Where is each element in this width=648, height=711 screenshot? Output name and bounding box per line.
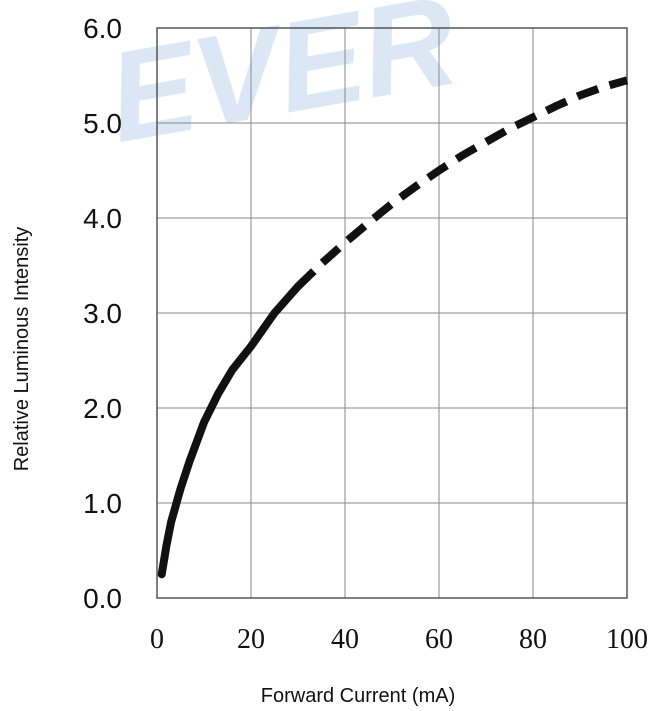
y-axis-label: Relative Luminous Intensity — [11, 227, 33, 472]
y-tick-label: 4.0 — [83, 203, 122, 234]
watermark-logo: EVER — [98, 0, 466, 170]
x-tick-label: 20 — [237, 624, 265, 655]
y-tick-label: 0.0 — [83, 583, 122, 614]
x-tick-label: 60 — [425, 624, 453, 655]
y-tick-label: 1.0 — [83, 488, 122, 519]
x-tick-label: 0 — [150, 624, 164, 655]
x-axis-label: Forward Current (mA) — [261, 685, 455, 707]
y-tick-labels: 0.0 1.0 2.0 3.0 4.0 5.0 6.0 — [83, 13, 122, 614]
y-tick-label: 5.0 — [83, 108, 122, 139]
series-line-solid — [157, 282, 302, 579]
y-tick-label: 6.0 — [83, 13, 122, 44]
x-tick-label: 80 — [519, 624, 547, 655]
x-tick-labels: 0 20 40 60 80 100 — [150, 624, 648, 655]
x-tick-label: 100 — [606, 624, 648, 655]
watermark: EVER — [98, 0, 466, 170]
y-tick-label: 2.0 — [83, 393, 122, 424]
plot-frame — [156, 27, 628, 599]
series-group — [157, 76, 629, 579]
x-tick-label: 40 — [331, 624, 359, 655]
y-tick-label: 3.0 — [83, 298, 122, 329]
